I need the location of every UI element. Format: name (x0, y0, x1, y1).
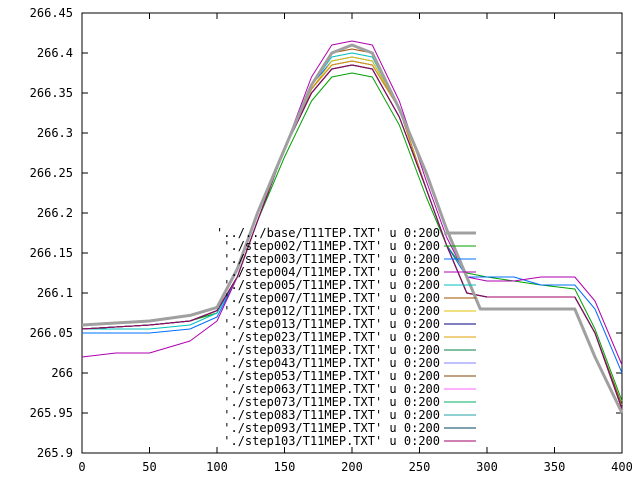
x-tick-label: 350 (544, 460, 566, 474)
y-tick-label: 266.45 (30, 6, 73, 20)
y-tick-label: 266 (51, 366, 73, 380)
x-tick-label: 100 (206, 460, 228, 474)
x-tick-label: 400 (611, 460, 633, 474)
x-tick-label: 300 (476, 460, 498, 474)
legend-entry-label: './step103/T11MEP.TXT' u 0:200 (223, 434, 440, 448)
legend-entry-label: '../../base/T11TEP.TXT' u 0:200 (216, 226, 440, 240)
legend-entry-label: './step033/T11MEP.TXT' u 0:200 (223, 343, 440, 357)
legend: '../../base/T11TEP.TXT' u 0:200'./step00… (216, 226, 476, 448)
legend-entry-label: './step043/T11MEP.TXT' u 0:200 (223, 356, 440, 370)
y-tick-label: 266.05 (30, 326, 73, 340)
axis-ticks: 0 50 100 150 200 250 300 350 400 265.9 265.95 266 26… (30, 6, 633, 474)
y-tick-label: 266.15 (30, 246, 73, 260)
y-tick-label: 266.3 (37, 126, 73, 140)
legend-entry-label: './step093/T11MEP.TXT' u 0:200 (223, 421, 440, 435)
legend-entry-label: './step063/T11MEP.TXT' u 0:200 (223, 382, 440, 396)
series-line-16 (81, 64, 623, 410)
y-tick-label: 266.4 (37, 46, 73, 60)
legend-entry-label: './step073/T11MEP.TXT' u 0:200 (223, 395, 440, 409)
y-tick-label: 266.1 (37, 286, 73, 300)
y-tick-label: 265.95 (30, 406, 73, 420)
legend-entry-label: './step083/T11MEP.TXT' u 0:200 (223, 408, 440, 422)
y-tick-label: 266.2 (37, 206, 73, 220)
legend-entry-label: './step053/T11MEP.TXT' u 0:200 (223, 369, 440, 383)
legend-entry-label: './step012/T11MEP.TXT' u 0:200 (223, 304, 440, 318)
y-tick-label: 266.35 (30, 86, 73, 100)
legend-entry-label: './step023/T11MEP.TXT' u 0:200 (223, 330, 440, 344)
series-line-0 (81, 43, 624, 414)
legend-entry-label: './step005/T11MEP.TXT' u 0:200 (223, 278, 440, 292)
legend-entry-label: './step002/T11MEP.TXT' u 0:200 (223, 239, 440, 253)
x-tick-label: 250 (409, 460, 431, 474)
x-tick-label: 200 (341, 460, 363, 474)
y-tick-label: 265.9 (37, 446, 73, 460)
x-tick-label: 150 (274, 460, 296, 474)
legend-entry-label: './step003/T11MEP.TXT' u 0:200 (223, 252, 440, 266)
y-tick-label: 266.25 (30, 166, 73, 180)
legend-entry-label: './step004/T11MEP.TXT' u 0:200 (223, 265, 440, 279)
legend-entry-label: './step013/T11MEP.TXT' u 0:200 (223, 317, 440, 331)
legend-entry-label: './step007/T11MEP.TXT' u 0:200 (223, 291, 440, 305)
x-tick-label: 50 (142, 460, 156, 474)
series-group (81, 40, 624, 414)
x-tick-label: 0 (78, 460, 85, 474)
series-line-3 (81, 40, 623, 366)
